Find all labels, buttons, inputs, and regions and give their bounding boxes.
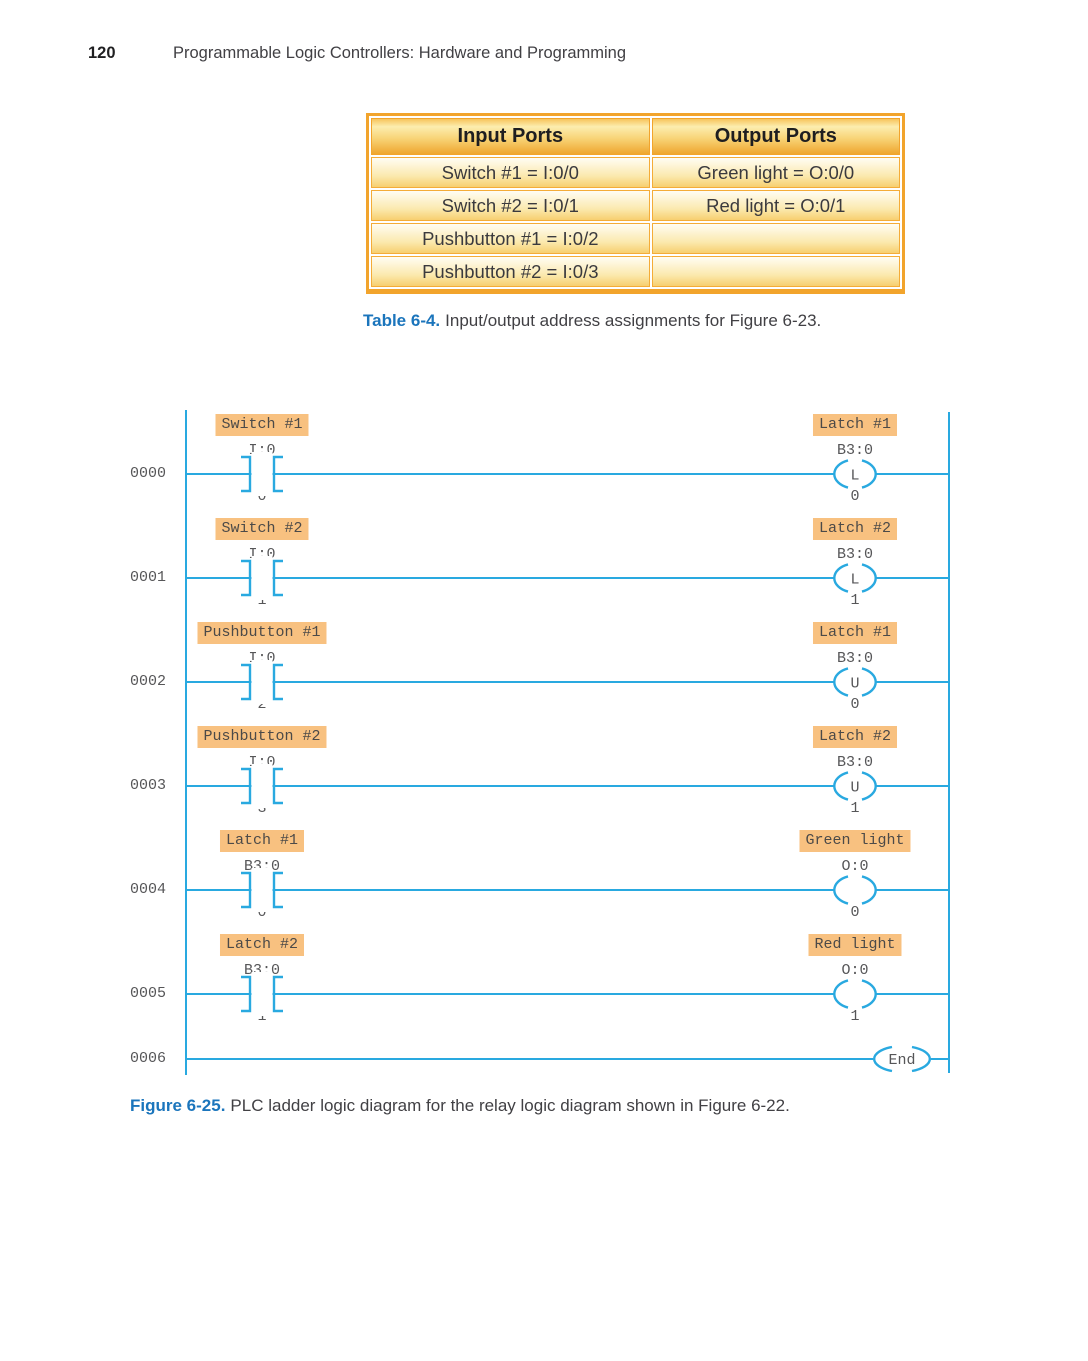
table-cell: Switch #2 = I:0/1 (371, 190, 650, 221)
page-header-title: Programmable Logic Controllers: Hardware… (173, 44, 627, 62)
table-cell (651, 256, 900, 287)
instruction-label: Switch #1 (215, 414, 309, 436)
end-label: End (888, 1052, 915, 1069)
table-row: Pushbutton #2 = I:0/3 (371, 256, 900, 287)
table-cell: Green light = O:0/0 (651, 157, 900, 188)
io-table-head: Input Ports Output Ports (371, 118, 900, 155)
instruction-address: B3:0 (836, 754, 874, 771)
instruction-bit: 0 (257, 904, 267, 921)
instruction-address: B3:0 (836, 546, 874, 563)
rung-line (186, 889, 950, 891)
rung-number: 0001 (129, 569, 166, 586)
instruction-address: B3:0 (836, 650, 874, 667)
instruction-label: Latch #2 (812, 726, 898, 748)
rung-line (186, 473, 950, 475)
table-row: Switch #1 = I:0/0 Green light = O:0/0 (371, 157, 900, 188)
no-contact-symbol (241, 452, 283, 496)
instruction-label: Latch #1 (812, 622, 898, 644)
figure-caption: Figure 6-25. PLC ladder logic diagram for… (130, 1096, 790, 1116)
instruction-address: B3:0 (836, 442, 874, 459)
rung-number: 0004 (129, 881, 166, 898)
instruction-label: Pushbutton #1 (197, 622, 327, 644)
table-cell: Red light = O:0/1 (651, 190, 900, 221)
instruction-bit: 3 (257, 800, 267, 817)
coil-letter: U (850, 676, 859, 693)
output-coil-symbol (833, 979, 877, 1009)
instruction-address: O:0 (841, 858, 869, 875)
no-contact-symbol (241, 868, 283, 912)
instruction-label: Green light (799, 830, 911, 852)
instruction-bit: 1 (257, 1008, 267, 1025)
instruction-label: Red light (808, 934, 902, 956)
table-header-cell: Input Ports (371, 118, 650, 155)
ladder-left-rail (185, 410, 187, 1075)
instruction-label: Latch #2 (219, 934, 305, 956)
table-caption-text: Input/output address assignments for Fig… (445, 311, 822, 330)
coil-letter: L (850, 468, 859, 485)
ladder-right-rail (948, 412, 950, 1073)
table-cell: Switch #1 = I:0/0 (371, 157, 650, 188)
rung-line (186, 993, 950, 995)
output-coil-symbol (833, 875, 877, 905)
table-row: Pushbutton #1 = I:0/2 (371, 223, 900, 254)
figure-caption-label: Figure 6-25. (130, 1096, 226, 1115)
figure-caption-text: PLC ladder logic diagram for the relay l… (230, 1096, 790, 1115)
no-contact-symbol (241, 556, 283, 600)
unlatch-coil-symbol: U (833, 667, 877, 697)
instruction-label: Latch #1 (219, 830, 305, 852)
instruction-bit: 1 (850, 1008, 860, 1025)
instruction-bit: 1 (850, 800, 860, 817)
no-contact-symbol (241, 972, 283, 1016)
rung-number: 0006 (129, 1050, 166, 1067)
rung-line (186, 577, 950, 579)
instruction-bit: 0 (850, 696, 860, 713)
table-row: Switch #2 = I:0/1 Red light = O:0/1 (371, 190, 900, 221)
rung-line (186, 785, 950, 787)
latch-coil-symbol: L (833, 563, 877, 593)
unlatch-coil-symbol: U (833, 771, 877, 801)
rung-number: 0002 (129, 673, 166, 690)
table-caption: Table 6-4. Input/output address assignmen… (363, 311, 821, 331)
instruction-label: Switch #2 (215, 518, 309, 540)
table-cell (651, 223, 900, 254)
instruction-bit: 0 (850, 904, 860, 921)
instruction-label: Latch #2 (812, 518, 898, 540)
page-number: 120 (88, 44, 116, 62)
instruction-bit: 0 (257, 488, 267, 505)
instruction-bit: 2 (257, 696, 267, 713)
rung-number: 0003 (129, 777, 166, 794)
coil-letter: U (850, 780, 859, 797)
rung-line (186, 1058, 950, 1060)
end-coil-symbol: End (872, 1045, 932, 1073)
table-cell: Pushbutton #1 = I:0/2 (371, 223, 650, 254)
rung-number: 0000 (129, 465, 166, 482)
table-caption-label: Table 6-4. (363, 311, 441, 330)
instruction-bit: 0 (850, 488, 860, 505)
coil-letter: L (850, 572, 859, 589)
instruction-label: Pushbutton #2 (197, 726, 327, 748)
rung-number: 0005 (129, 985, 166, 1002)
table-cell: Pushbutton #2 = I:0/3 (371, 256, 650, 287)
table-header-cell: Output Ports (651, 118, 900, 155)
io-assignment-table: Input Ports Output Ports Switch #1 = I:0/… (366, 113, 905, 294)
latch-coil-symbol: L (833, 459, 877, 489)
instruction-label: Latch #1 (812, 414, 898, 436)
instruction-bit: 1 (850, 592, 860, 609)
io-table-body: Switch #1 = I:0/0 Green light = O:0/0 Swit… (371, 157, 900, 287)
instruction-address: O:0 (841, 962, 869, 979)
no-contact-symbol (241, 764, 283, 808)
instruction-bit: 1 (257, 592, 267, 609)
no-contact-symbol (241, 660, 283, 704)
rung-line (186, 681, 950, 683)
